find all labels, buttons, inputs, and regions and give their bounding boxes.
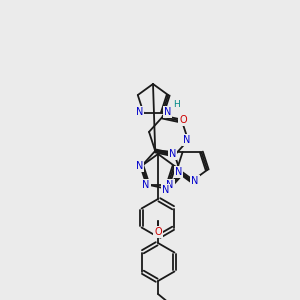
Text: N: N <box>142 180 150 190</box>
Text: N: N <box>164 107 171 117</box>
Text: N: N <box>169 149 176 159</box>
Text: N: N <box>162 185 169 195</box>
Text: N: N <box>166 180 174 190</box>
Text: N: N <box>175 167 182 177</box>
Text: H: H <box>173 100 180 109</box>
Text: O: O <box>154 227 162 237</box>
Text: N: N <box>183 135 191 145</box>
Text: N: N <box>191 176 199 186</box>
Text: N: N <box>136 107 143 117</box>
Text: N: N <box>136 161 143 171</box>
Text: O: O <box>179 115 187 125</box>
